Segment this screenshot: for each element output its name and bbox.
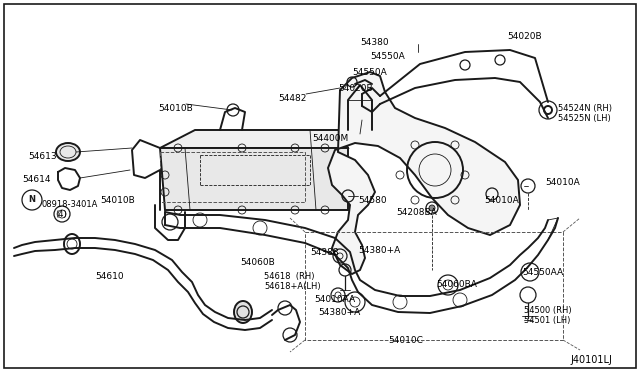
- Text: 54010B: 54010B: [158, 104, 193, 113]
- Text: 54380: 54380: [360, 38, 388, 47]
- Text: 54380+A: 54380+A: [318, 308, 360, 317]
- Text: 54614: 54614: [22, 175, 51, 184]
- Text: 08918-3401A: 08918-3401A: [42, 200, 99, 209]
- Text: 54020B: 54020B: [338, 84, 372, 93]
- Text: 54500 (RH): 54500 (RH): [524, 306, 572, 315]
- Text: 54060BA: 54060BA: [436, 280, 477, 289]
- Text: 54618+A(LH): 54618+A(LH): [264, 282, 321, 291]
- Text: 54550A: 54550A: [370, 52, 404, 61]
- Ellipse shape: [234, 301, 252, 323]
- Text: J40101LJ: J40101LJ: [570, 355, 612, 365]
- Polygon shape: [160, 130, 348, 148]
- Text: 54618  (RH): 54618 (RH): [264, 272, 314, 281]
- Text: 54524N (RH): 54524N (RH): [558, 104, 612, 113]
- Text: 54010A: 54010A: [484, 196, 519, 205]
- Bar: [160, 152, 305, 202]
- Text: 54208BA: 54208BA: [396, 208, 436, 217]
- Text: 54010AA: 54010AA: [314, 295, 355, 304]
- Text: 54060B: 54060B: [240, 258, 275, 267]
- Text: 54482: 54482: [278, 94, 307, 103]
- Text: 54613: 54613: [28, 152, 56, 161]
- Text: 54020B: 54020B: [507, 32, 541, 41]
- Bar: [305, 232, 563, 340]
- Text: 54550AA: 54550AA: [522, 268, 563, 277]
- Text: 54380+A: 54380+A: [358, 246, 400, 255]
- Text: 54501 (LH): 54501 (LH): [524, 316, 570, 325]
- Polygon shape: [160, 148, 348, 210]
- Text: 54388: 54388: [310, 248, 339, 257]
- Ellipse shape: [56, 143, 80, 161]
- Text: 54610: 54610: [95, 272, 124, 281]
- Text: 54400M: 54400M: [312, 134, 348, 143]
- Circle shape: [429, 205, 435, 211]
- Text: 54010B: 54010B: [100, 196, 135, 205]
- Text: (4): (4): [55, 210, 67, 219]
- Polygon shape: [328, 72, 520, 274]
- Text: 54010C: 54010C: [388, 336, 423, 345]
- Text: 54580: 54580: [358, 196, 387, 205]
- Text: N: N: [29, 196, 35, 205]
- Text: 54525N (LH): 54525N (LH): [558, 114, 611, 123]
- Text: 54550A: 54550A: [352, 68, 387, 77]
- Text: 54010A: 54010A: [545, 178, 580, 187]
- Circle shape: [374, 96, 382, 104]
